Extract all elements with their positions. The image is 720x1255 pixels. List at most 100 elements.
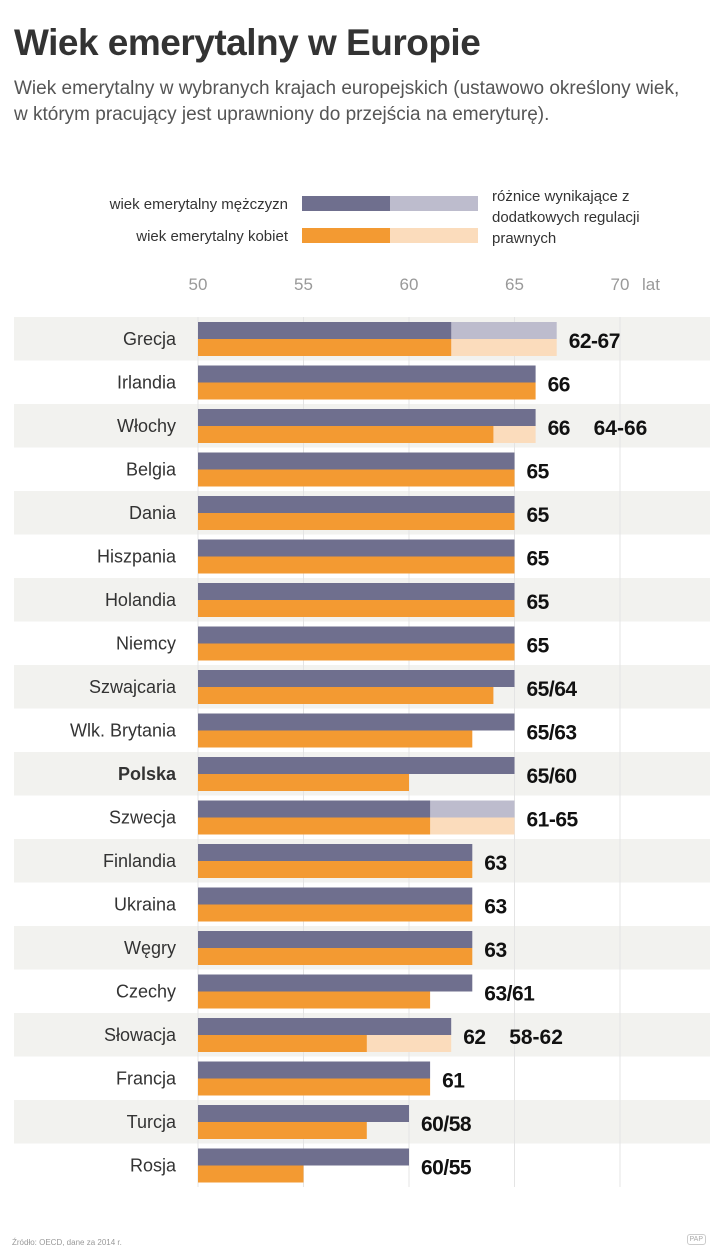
country-label: Grecja <box>123 329 177 349</box>
x-tick-label: 50 <box>189 275 208 294</box>
data-label: 65/60 <box>527 765 577 788</box>
data-label: 63 <box>484 896 506 919</box>
country-label: Ukraina <box>114 895 177 915</box>
country-label: Finlandia <box>103 851 177 871</box>
x-unit-label: lat <box>642 275 660 294</box>
bar-women <box>198 817 431 835</box>
source-note: Źródło: OECD, dane za 2014 r. <box>12 1238 122 1247</box>
legend-women-swatch <box>302 228 390 243</box>
country-label: Polska <box>118 764 177 784</box>
legend-men-swatch <box>302 196 390 211</box>
bar-women <box>198 556 515 574</box>
data-label: 66 <box>548 374 570 397</box>
legend-men: wiek emerytalny mężczyzn <box>109 196 288 213</box>
bar-women <box>198 730 473 748</box>
country-label: Czechy <box>116 982 176 1002</box>
data-label: 63/61 <box>484 983 535 1006</box>
legend-women-range-swatch <box>390 228 478 243</box>
bar-men <box>198 583 515 600</box>
country-label: Turcja <box>127 1112 177 1132</box>
data-label: 65 <box>527 591 550 614</box>
country-label: Francja <box>116 1069 177 1089</box>
country-label: Rosja <box>130 1156 177 1176</box>
bar-men <box>198 626 515 644</box>
bar-men <box>198 409 536 426</box>
country-label: Włochy <box>117 416 176 436</box>
data-label: 60/55 <box>421 1157 472 1180</box>
legend-men-range-swatch <box>390 196 478 211</box>
data-label-range: 58-62 <box>509 1026 563 1049</box>
data-label: 63 <box>484 939 506 962</box>
data-label: 62 <box>463 1026 485 1049</box>
data-label: 61 <box>442 1070 465 1093</box>
data-label: 66 <box>548 417 570 440</box>
bar-men <box>198 670 515 687</box>
bar-men <box>198 322 452 339</box>
data-label: 61-65 <box>527 809 579 832</box>
country-label: Szwajcaria <box>89 677 177 697</box>
bar-women <box>198 774 409 791</box>
chart-subtitle: Wiek emerytalny w wybranych krajach euro… <box>14 78 680 125</box>
country-label: Hiszpania <box>97 547 177 567</box>
bar-women <box>198 1035 367 1052</box>
country-label: Belgia <box>126 460 177 480</box>
bar-men <box>198 844 473 861</box>
x-tick-label: 70 <box>611 275 630 294</box>
bar-women <box>198 687 494 704</box>
data-label: 60/58 <box>421 1113 472 1136</box>
x-tick-label: 55 <box>294 275 313 294</box>
country-label: Wlk. Brytania <box>70 721 177 741</box>
bar-women <box>198 948 473 965</box>
legend-women: wiek emerytalny kobiet <box>136 228 288 245</box>
x-tick-label: 65 <box>505 275 524 294</box>
bar-women <box>198 1165 304 1183</box>
bar-men <box>198 757 515 774</box>
bar-men <box>198 931 473 948</box>
bar-men <box>198 713 515 731</box>
bar-women <box>198 426 494 443</box>
country-label: Niemcy <box>116 634 176 654</box>
data-label-range: 64-66 <box>594 417 648 440</box>
legend-range: różnice wynikające z dodatkowych regulac… <box>492 188 640 247</box>
bar-men <box>198 974 473 992</box>
data-label: 65 <box>527 635 550 658</box>
data-label: 63 <box>484 852 506 875</box>
bar-women <box>198 469 515 487</box>
bar-women <box>198 339 452 356</box>
bar-men <box>198 496 515 513</box>
bar-men <box>198 800 431 818</box>
country-label: Słowacja <box>104 1025 177 1045</box>
bar-women <box>198 1122 367 1139</box>
bar-women <box>198 991 431 1009</box>
bar-women <box>198 513 515 530</box>
bar-men <box>198 1018 452 1035</box>
bar-women <box>198 600 515 617</box>
data-label: 62-67 <box>569 330 620 353</box>
bar-men <box>198 887 473 905</box>
data-label: 65 <box>527 548 550 571</box>
agency-logo: PAP <box>686 1234 706 1245</box>
country-label: Irlandia <box>117 373 177 393</box>
bar-men <box>198 1148 409 1166</box>
bar-women <box>198 904 473 922</box>
data-label: 65 <box>527 461 550 484</box>
bar-men <box>198 1105 409 1122</box>
x-tick-label: 60 <box>400 275 419 294</box>
data-label: 65/64 <box>527 678 578 701</box>
country-label: Holandia <box>105 590 177 610</box>
bar-men <box>198 365 536 383</box>
bar-men <box>198 539 515 557</box>
bar-women <box>198 861 473 878</box>
bar-women <box>198 382 536 400</box>
country-label: Dania <box>129 503 177 523</box>
bar-men <box>198 1061 431 1079</box>
chart-title: Wiek emerytalny w Europie <box>14 22 481 63</box>
bar-women <box>198 643 515 661</box>
bar-women <box>198 1078 431 1096</box>
country-label: Szwecja <box>109 808 177 828</box>
data-label: 65/63 <box>527 722 577 745</box>
bar-men <box>198 452 515 470</box>
data-label: 65 <box>527 504 550 527</box>
country-label: Węgry <box>124 938 176 958</box>
